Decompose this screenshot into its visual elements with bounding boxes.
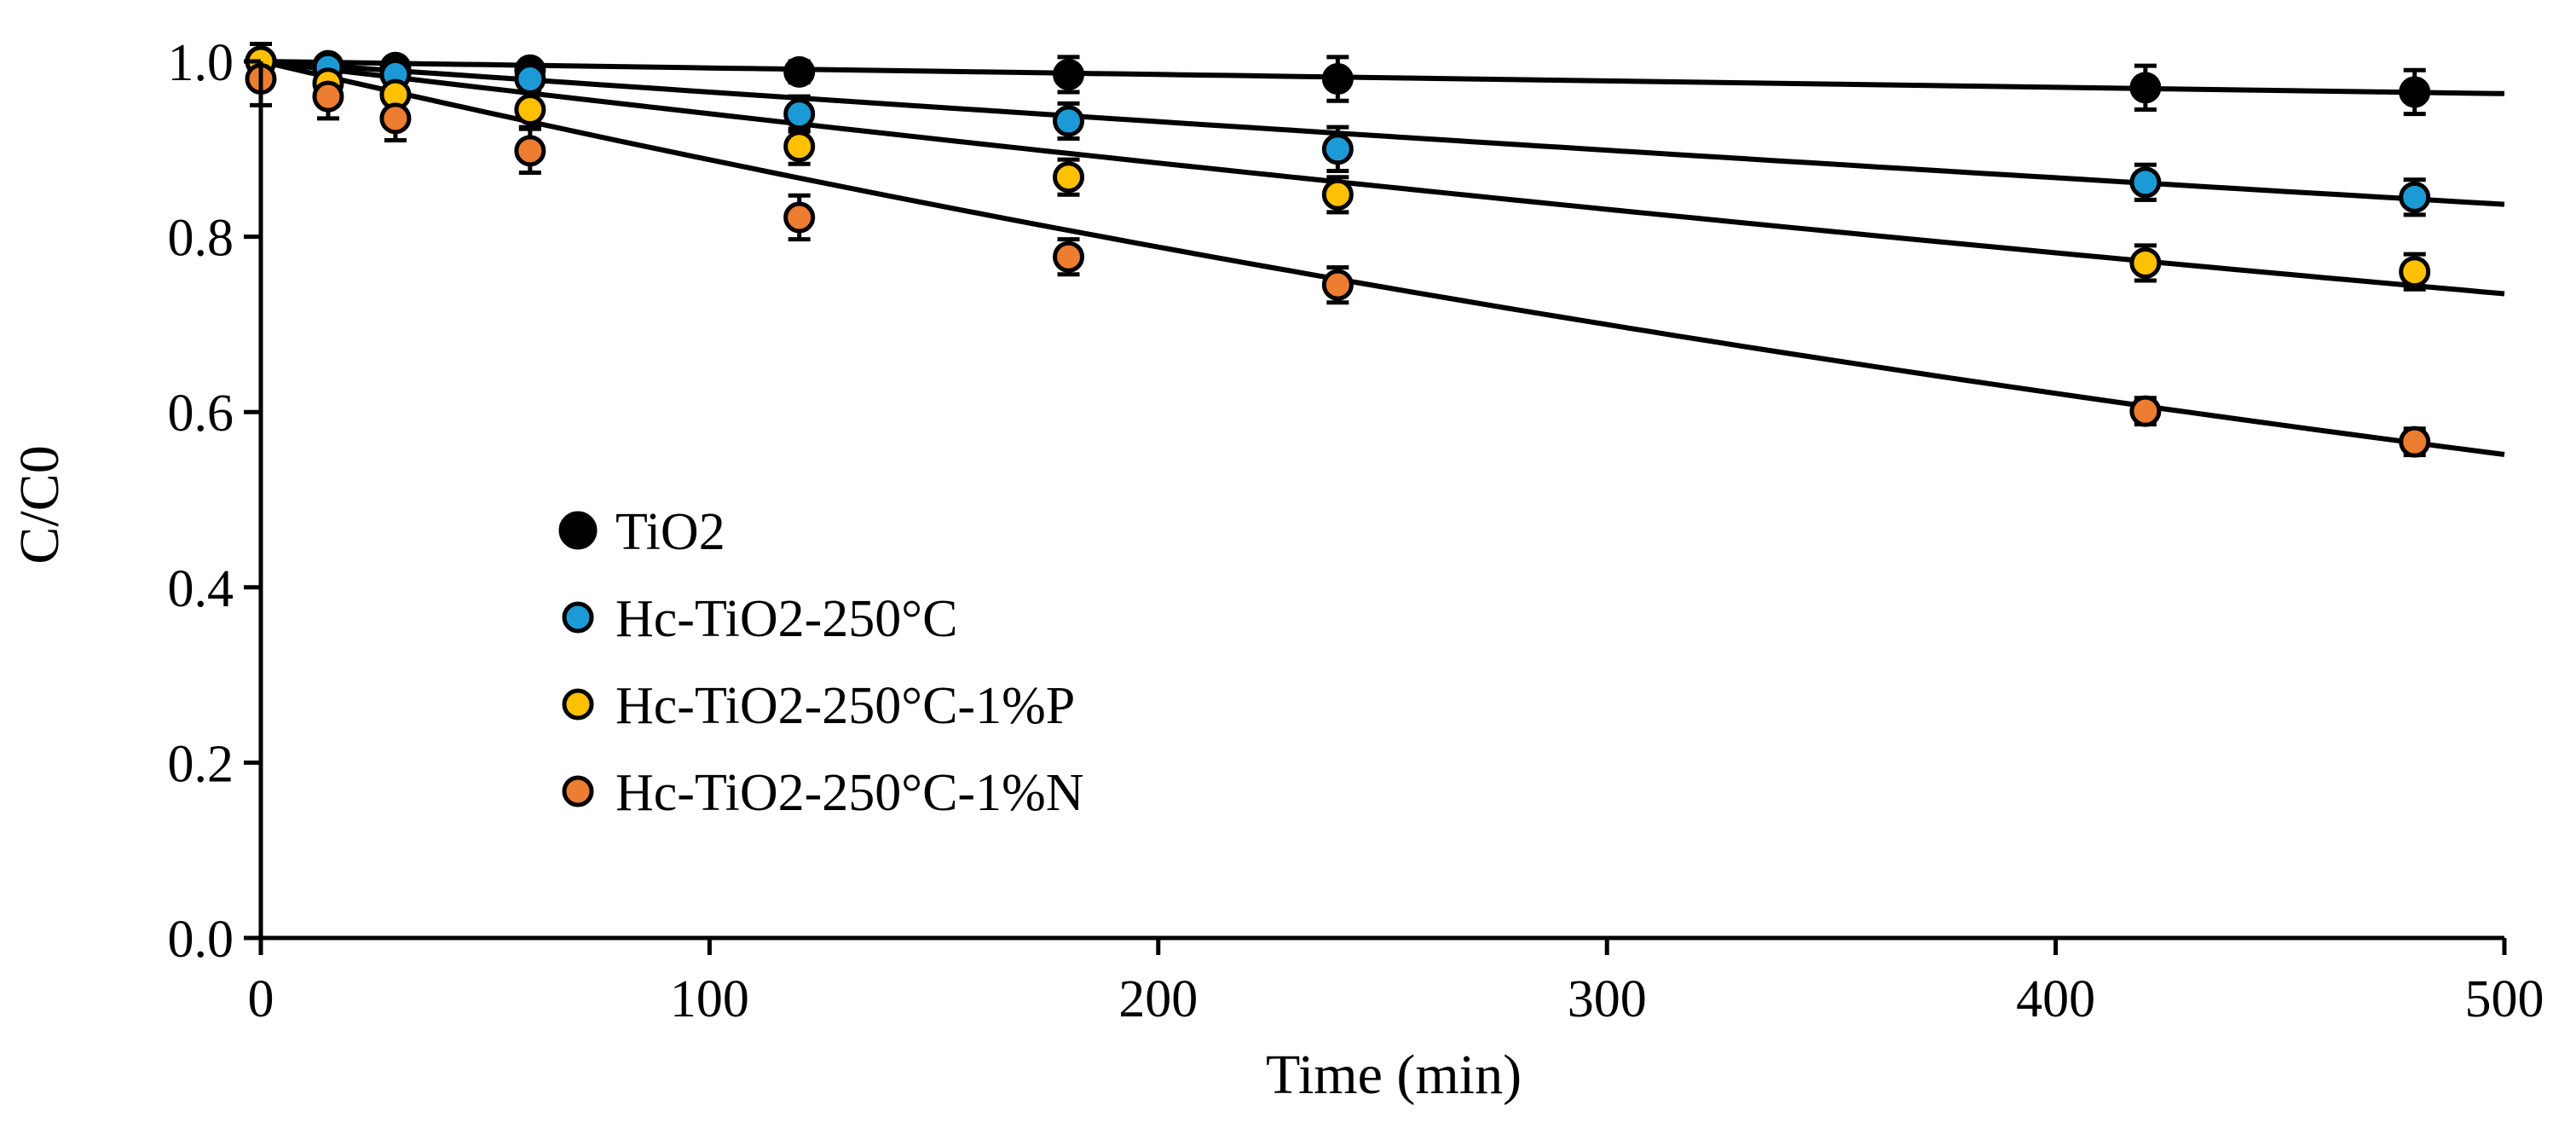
data-point-series-2 bbox=[1053, 161, 1085, 194]
data-point-series-1 bbox=[2399, 181, 2431, 213]
data-point-series-0 bbox=[2399, 76, 2431, 108]
legend-label-3: Hc-TiO2-250°C-1%N bbox=[615, 764, 1084, 822]
legend-marker-3 bbox=[562, 775, 594, 808]
axes bbox=[244, 59, 2507, 955]
y-tick-label: 1.0 bbox=[168, 34, 234, 92]
data-points bbox=[245, 45, 2431, 458]
data-point-series-1 bbox=[783, 98, 816, 130]
fit-line-series-0 bbox=[260, 59, 2505, 96]
x-tick-label: 100 bbox=[670, 970, 749, 1028]
data-point-series-3 bbox=[1053, 240, 1085, 273]
y-tick-label: 0.6 bbox=[168, 385, 234, 443]
data-point-series-1 bbox=[2129, 166, 2162, 199]
data-point-series-1 bbox=[514, 63, 546, 96]
data-point-series-3 bbox=[1321, 269, 1354, 301]
fit-curves bbox=[260, 59, 2505, 457]
fit-line-series-3 bbox=[260, 59, 2505, 457]
legend-label-1: Hc-TiO2-250°C bbox=[615, 590, 957, 648]
x-tick-label: 0 bbox=[248, 970, 274, 1028]
y-tick-label: 0.8 bbox=[168, 210, 234, 268]
data-point-series-0 bbox=[1321, 63, 1354, 96]
legend-label-2: Hc-TiO2-250°C-1%P bbox=[615, 677, 1075, 735]
x-axis-title: Time (min) bbox=[1266, 1044, 1522, 1106]
y-axis-title: C/C0 bbox=[9, 445, 71, 564]
data-point-series-3 bbox=[2129, 395, 2162, 427]
y-tick-label: 0.0 bbox=[168, 911, 234, 969]
legend-marker-2 bbox=[562, 688, 594, 721]
legend: TiO2 Hc-TiO2-250°C Hc-TiO2-250°C-1%P Hc-TiO… bbox=[558, 503, 1084, 822]
data-point-series-0 bbox=[783, 55, 816, 88]
data-point-series-2 bbox=[1321, 178, 1354, 211]
x-tick-label: 300 bbox=[1568, 970, 1647, 1028]
fit-line-series-2 bbox=[260, 59, 2505, 297]
legend-label-0: TiO2 bbox=[615, 503, 725, 561]
data-point-series-3 bbox=[379, 102, 412, 135]
data-point-series-2 bbox=[783, 130, 816, 163]
legend-marker-1 bbox=[562, 601, 594, 634]
error-bars bbox=[250, 41, 2426, 458]
data-point-series-2 bbox=[514, 94, 546, 126]
legend-marker-0 bbox=[558, 511, 598, 550]
data-point-series-1 bbox=[1053, 105, 1085, 137]
x-tick-label: 500 bbox=[2465, 970, 2544, 1028]
data-point-series-3 bbox=[312, 80, 344, 113]
y-tick-label: 0.4 bbox=[168, 560, 234, 618]
data-point-series-3 bbox=[514, 135, 546, 167]
fit-line-series-1 bbox=[260, 59, 2505, 207]
x-tick-label: 400 bbox=[2016, 970, 2095, 1028]
data-point-series-3 bbox=[2399, 425, 2431, 458]
data-point-series-2 bbox=[2399, 256, 2431, 288]
data-point-series-1 bbox=[1321, 133, 1354, 165]
data-point-series-0 bbox=[1053, 58, 1085, 90]
x-tick-label: 200 bbox=[1118, 970, 1198, 1028]
data-point-series-2 bbox=[2129, 246, 2162, 279]
data-point-series-0 bbox=[2129, 72, 2162, 104]
data-point-series-3 bbox=[783, 201, 816, 234]
tick-labels: 0 100 200 300 400 500 0.0 0.2 0.4 0.6 0.8 1.0 bbox=[168, 34, 2544, 1028]
y-tick-label: 0.2 bbox=[168, 735, 234, 793]
